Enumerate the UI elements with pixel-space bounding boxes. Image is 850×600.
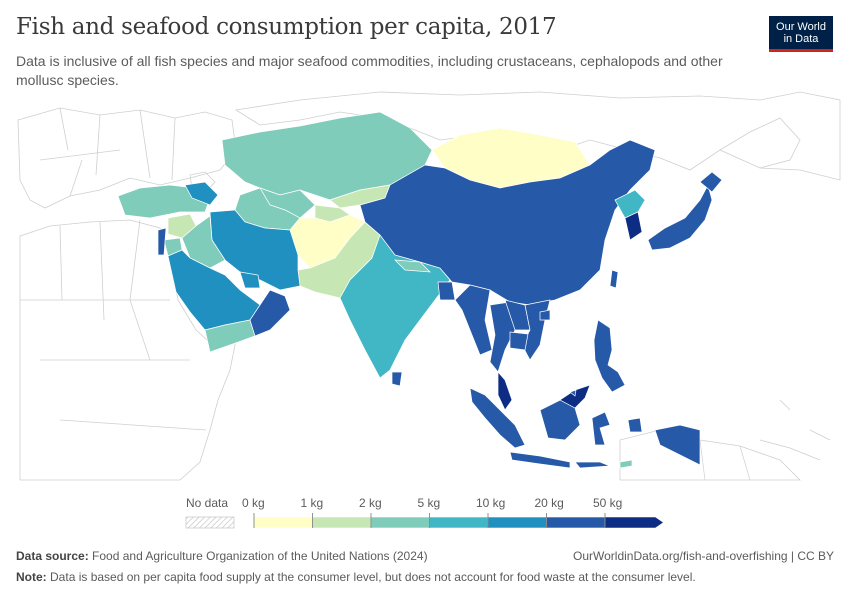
country-bangladesh[interactable] <box>437 281 456 301</box>
country-fills <box>117 111 723 469</box>
legend-tick-label-3: 5 kg <box>417 496 441 510</box>
country-oman[interactable] <box>249 289 291 337</box>
country-turkey[interactable] <box>117 184 211 219</box>
chart-subtitle: Data is inclusive of all fish species an… <box>16 53 723 88</box>
country-israel-lebanon[interactable] <box>157 227 167 256</box>
country-sri-lanka[interactable] <box>391 371 403 387</box>
legend-tick-label-0: 0 kg <box>242 496 265 510</box>
country-brunei[interactable] <box>569 389 577 397</box>
note-text: Data is based on per capita food supply … <box>50 570 696 584</box>
australia-borders <box>699 439 751 481</box>
data-source: Data source: Food and Agriculture Organi… <box>16 549 428 563</box>
owid-logo[interactable]: Our World in Data <box>769 16 833 52</box>
legend-tick-label-6: 50 kg <box>593 496 623 510</box>
data-source-text[interactable]: Food and Agriculture Organization of the… <box>92 549 428 563</box>
legend-tick-label-1: 1 kg <box>300 496 324 510</box>
legend-tick-label-2: 2 kg <box>359 496 382 510</box>
europe-borders <box>39 107 176 197</box>
legend-no-data-label: No data <box>186 496 229 510</box>
pacific-islands-outline <box>759 399 831 461</box>
country-south-korea[interactable] <box>624 211 643 241</box>
legend-bin-5[interactable] <box>546 516 606 529</box>
australia-outline <box>619 429 801 481</box>
legend-bins <box>253 516 665 529</box>
country-taiwan[interactable] <box>609 269 619 289</box>
legend-bin-4[interactable] <box>487 516 547 529</box>
country-indonesia-moluccas[interactable] <box>627 417 643 433</box>
africa-borders <box>20 219 207 431</box>
country-timor-leste[interactable] <box>619 459 633 469</box>
country-china[interactable] <box>359 139 656 306</box>
legend-tick-label-5: 20 kg <box>534 496 564 510</box>
legend-bin-2[interactable] <box>370 516 430 529</box>
country-philippines[interactable] <box>593 319 626 393</box>
legend-tick-label-4: 10 kg <box>476 496 506 510</box>
choropleth-map <box>17 91 841 481</box>
country-georgia-armenia-azerbaijan[interactable] <box>184 181 219 206</box>
country-japan[interactable] <box>647 184 713 251</box>
legend-no-data-swatch[interactable] <box>185 516 235 529</box>
legend: No data 0 kg 1 kg 2 kg 5 kg 10 kg 20 kg 50 kg <box>180 496 670 532</box>
country-indonesia-java[interactable] <box>509 451 571 469</box>
country-indonesia-papua[interactable] <box>654 424 701 466</box>
russia-pacific-outline <box>719 117 801 169</box>
legend-scale <box>185 513 665 529</box>
legend-bin-6[interactable] <box>604 516 665 529</box>
country-indonesia-sulawesi[interactable] <box>591 411 611 446</box>
source-url[interactable]: OurWorldinData.org/fish-and-overfishing … <box>573 549 834 563</box>
country-myanmar[interactable] <box>454 284 493 356</box>
logo-line-1: Our World <box>776 21 826 33</box>
legend-bin-3[interactable] <box>429 516 489 529</box>
country-cambodia[interactable] <box>509 331 529 351</box>
data-source-label: Data source: <box>16 549 89 563</box>
chart-title: Fish and seafood consumption per capita,… <box>16 14 557 40</box>
country-malaysia-peninsula[interactable] <box>497 371 513 411</box>
footnote: Note: Data is based on per capita food s… <box>16 570 696 584</box>
country-japan-hokkaido[interactable] <box>699 171 723 193</box>
note-label: Note: <box>16 570 47 584</box>
legend-bin-1[interactable] <box>312 516 372 529</box>
country-malaysia-borneo[interactable] <box>539 384 591 411</box>
legend-bin-0[interactable] <box>253 516 313 529</box>
europe-outline <box>17 107 237 209</box>
logo-line-2: in Data <box>783 33 819 45</box>
country-gulf-states[interactable] <box>239 271 261 289</box>
country-indonesia-lesser-sunda[interactable] <box>574 461 611 469</box>
country-iran[interactable] <box>209 209 301 291</box>
australia-border-lines <box>699 439 751 481</box>
country-north-korea[interactable] <box>614 189 646 219</box>
country-nepal[interactable] <box>394 259 431 273</box>
country-hainan[interactable] <box>539 309 551 321</box>
country-indonesia-sumatra[interactable] <box>469 387 526 449</box>
legend-ticks <box>253 513 606 528</box>
